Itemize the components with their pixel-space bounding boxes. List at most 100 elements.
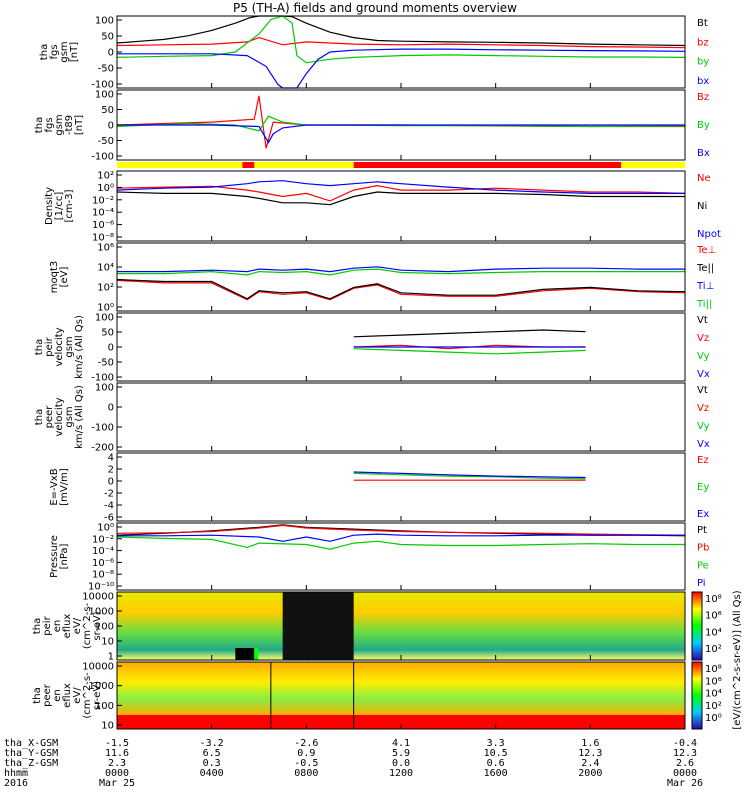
legend-entry: Pb <box>697 543 709 554</box>
panel-frame <box>116 15 686 89</box>
series-line-pi <box>117 533 685 542</box>
y-tick-label: 10⁰ <box>97 303 114 314</box>
y-tick-label: -100 <box>91 373 114 384</box>
y-tick-label: 10⁻⁶ <box>92 220 114 231</box>
y-axis-label-line: fgs <box>49 44 60 59</box>
y-axis-label-line: [cm-3] <box>64 189 75 222</box>
colorbar-tick-label: 10⁴ <box>705 627 722 638</box>
footer-value: 6.5 <box>203 748 221 759</box>
footer-row-label: tha_X-GSM <box>4 738 58 749</box>
legend-entry: Ti|| <box>696 299 712 310</box>
y-axis-label: moqt3[eV] <box>49 261 70 294</box>
y-axis-label-line: [nT] <box>74 115 85 135</box>
footer-value: 2.6 <box>676 758 694 769</box>
footer-value: 1.6 <box>581 738 599 749</box>
footer-value: 0.0 <box>392 758 410 769</box>
y-axis-label-line: [mV/m] <box>59 468 70 506</box>
footer-row-label: tha_Y-GSM <box>4 748 58 759</box>
footer-value: 2.4 <box>581 758 599 769</box>
series-line-te <box>116 279 686 301</box>
y-axis-label-line: [nPa] <box>59 543 70 569</box>
y-axis-label-line: km/s (All Qs) <box>74 315 85 379</box>
y-tick-label: -100 <box>91 423 114 434</box>
y-axis-label: thapeirenefluxeV/(cm^2-s-sr-eV) <box>32 602 103 649</box>
y-tick-label: 10⁻² <box>92 534 114 545</box>
legend-entry: Ex <box>697 509 709 520</box>
y-tick-label: 100 <box>95 383 114 394</box>
y-tick-label: -4 <box>104 501 114 512</box>
colorbar-tick-label: 10⁶ <box>705 676 722 687</box>
legend-entry: Vy <box>697 421 710 432</box>
y-axis-label-line: tha <box>34 339 45 355</box>
y-tick-label: 0 <box>108 48 114 59</box>
y-axis-label: thapeirvelocitygsmkm/s (All Qs) <box>34 315 85 379</box>
colorbar-scale <box>691 591 703 661</box>
y-axis-label-line: -t89 <box>64 115 75 135</box>
y-axis-label-line: sr-eV) <box>92 681 103 710</box>
y-axis-label-line: peer <box>44 405 55 429</box>
y-tick-label: -2 <box>104 489 114 500</box>
footer-year: 2016 <box>4 778 28 789</box>
y-axis-label-line: eflux <box>62 614 73 639</box>
footer-value: 0800 <box>294 768 318 779</box>
colorbar-tick-label: 10⁸ <box>705 664 722 675</box>
colorbar-tick-label: 10⁶ <box>705 611 722 622</box>
y-axis-label-line: gsm <box>64 336 75 357</box>
y-tick-label: 10⁻⁴ <box>92 208 114 219</box>
y-tick-label: -50 <box>98 136 114 147</box>
y-tick-label: 1 <box>108 652 114 663</box>
y-axis-label-line: [eV] <box>59 267 70 288</box>
y-axis-label: Pressure[nPa] <box>49 535 70 578</box>
footer-value: 0000 <box>673 768 697 779</box>
y-axis-label-line: velocity <box>54 327 65 366</box>
y-tick-label: 1000 <box>89 681 114 692</box>
legend-entry: Bz <box>697 92 709 103</box>
panel-7: 420-2-4-6 E=-VxB[mV/m] Ez Ey Ex <box>49 452 709 524</box>
y-tick-label: 10⁶ <box>97 243 114 254</box>
y-axis-label-line: en <box>52 620 63 633</box>
footer-value: 0.9 <box>297 748 315 759</box>
y-tick-label: 4 <box>108 453 114 464</box>
spectrogram <box>117 592 685 660</box>
colorbar-tick-label: 10² <box>705 644 722 655</box>
series-line-ey <box>353 472 586 480</box>
y-axis-label-line: eV/ <box>72 617 83 634</box>
spectrogram-gap <box>282 592 354 660</box>
y-tick-label: 100 <box>95 622 114 633</box>
legend-entry: Vx <box>697 369 710 380</box>
legend-entry: Bx <box>697 148 710 159</box>
y-axis-label-line: tha <box>34 409 45 425</box>
y-tick-label: 100 <box>95 16 114 27</box>
y-tick-label: 10⁻⁶ <box>92 558 114 569</box>
legend-entry: Vy <box>697 351 710 362</box>
legend-entry: Vz <box>697 403 709 414</box>
series-line-ti <box>117 268 685 276</box>
panel-9: 10000 1000 100 10 1 thapeirenefluxeV/(cm^2-s-… <box>32 591 686 663</box>
panel-frame <box>116 242 686 312</box>
y-axis-label-line: km/s (All Qs) <box>74 385 85 449</box>
legend-entry: bx <box>697 76 709 87</box>
footer-value: -3.2 <box>200 738 224 749</box>
y-tick-label: 0 <box>108 343 114 354</box>
legend-entry: Pe <box>697 560 709 571</box>
chart-title: P5 (TH-A) fields and ground moments over… <box>233 1 517 15</box>
y-axis-label-line: peir <box>44 336 55 356</box>
series-line-te <box>116 278 686 300</box>
footer-value: -2.6 <box>294 738 318 749</box>
legend-entry: Bt <box>697 18 708 29</box>
y-tick-label: 10² <box>97 283 114 294</box>
legend-entry: Te⊥ <box>696 245 716 256</box>
legend-entry: Ey <box>697 482 709 493</box>
footer-row-label: tha_Z-GSM <box>4 758 58 769</box>
y-axis-label-line: en <box>52 689 63 702</box>
y-tick-label: -50 <box>98 64 114 75</box>
y-axis-label-line: tha <box>32 618 43 634</box>
y-tick-label: 10⁰ <box>97 183 114 194</box>
quality-bar-red <box>242 162 255 168</box>
y-axis-label-line: velocity <box>54 397 65 436</box>
y-tick-label: 10000 <box>82 662 114 673</box>
series-line-ti <box>117 266 685 273</box>
y-tick-label: 10⁻⁴ <box>92 546 114 557</box>
footer-value: 0000 <box>105 768 129 779</box>
